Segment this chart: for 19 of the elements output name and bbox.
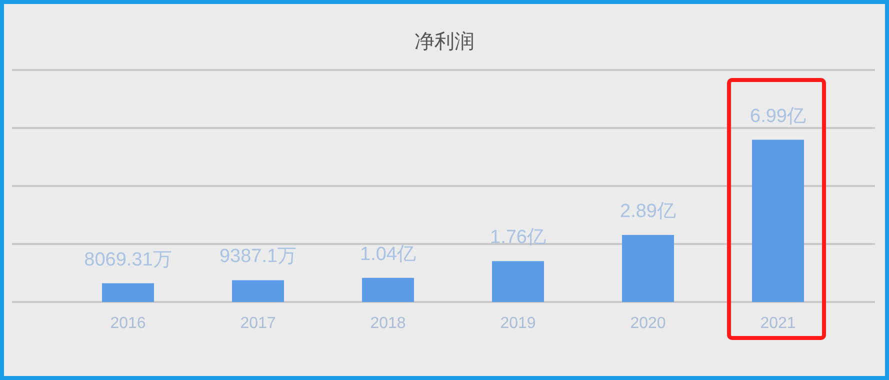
x-tick-label: 2020 (630, 315, 666, 332)
text: 9387.1万 (219, 246, 297, 268)
text: 1.76亿 (490, 227, 546, 248)
chart-title: 净利润 (414, 31, 474, 53)
text: 8069.31万 (84, 249, 172, 270)
text: 2.89亿 (620, 200, 676, 222)
text: 6.99亿 (750, 106, 806, 127)
x-tick-label: 2019 (500, 315, 536, 332)
x-tick-label: 2021 (760, 315, 796, 332)
x-tick-label: 2017 (240, 315, 276, 332)
bar (362, 278, 414, 302)
bar (752, 140, 804, 302)
bar (622, 234, 674, 302)
bar (102, 283, 154, 302)
x-tick-label: 2016 (110, 315, 146, 332)
bar (232, 280, 284, 302)
bar (492, 261, 544, 302)
text: 1.04亿 (360, 244, 416, 265)
x-tick-label: 2018 (370, 315, 406, 332)
